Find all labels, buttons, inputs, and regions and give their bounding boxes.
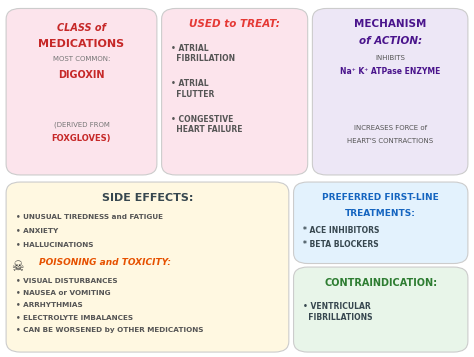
Text: INHIBITS: INHIBITS — [375, 55, 405, 61]
Text: • NAUSEA or VOMITING: • NAUSEA or VOMITING — [16, 290, 110, 296]
FancyBboxPatch shape — [312, 9, 468, 175]
Text: • ATRIAL
  FLUTTER: • ATRIAL FLUTTER — [171, 79, 214, 99]
Text: • CONGESTIVE
  HEART FAILURE: • CONGESTIVE HEART FAILURE — [171, 115, 243, 134]
Text: CLASS of: CLASS of — [57, 22, 106, 32]
Text: • ANXIETY: • ANXIETY — [16, 228, 58, 234]
Text: • ARRHYTHMIAS: • ARRHYTHMIAS — [16, 302, 82, 308]
Text: MECHANISM: MECHANISM — [354, 19, 426, 29]
Text: • VENTRICULAR
  FIBRILLATIONS: • VENTRICULAR FIBRILLATIONS — [303, 302, 373, 322]
FancyBboxPatch shape — [293, 182, 468, 263]
Text: (DERIVED FROM: (DERIVED FROM — [54, 122, 109, 128]
Text: • ATRIAL
  FIBRILLATION: • ATRIAL FIBRILLATION — [171, 44, 235, 63]
Text: PREFERRED FIRST-LINE: PREFERRED FIRST-LINE — [322, 193, 439, 202]
Text: CONTRAINDICATION:: CONTRAINDICATION: — [324, 278, 438, 288]
Text: MEDICATIONS: MEDICATIONS — [38, 39, 125, 49]
Text: of ACTION:: of ACTION: — [359, 36, 422, 46]
FancyBboxPatch shape — [293, 267, 468, 352]
Text: Na⁺ K⁺ ATPase ENZYME: Na⁺ K⁺ ATPase ENZYME — [340, 67, 440, 76]
Text: FOXGLOVES): FOXGLOVES) — [52, 134, 111, 143]
Text: * ACE INHIBITORS: * ACE INHIBITORS — [303, 226, 379, 235]
Text: HEART'S CONTRACTIONS: HEART'S CONTRACTIONS — [347, 138, 433, 144]
Text: * BETA BLOCKERS: * BETA BLOCKERS — [303, 241, 379, 250]
Text: MOST COMMON:: MOST COMMON: — [53, 56, 110, 62]
Text: • CAN BE WORSENED by OTHER MEDICATIONS: • CAN BE WORSENED by OTHER MEDICATIONS — [16, 327, 203, 333]
Text: • VISUAL DISTURBANCES: • VISUAL DISTURBANCES — [16, 278, 117, 284]
Text: SIDE EFFECTS:: SIDE EFFECTS: — [102, 193, 193, 203]
FancyBboxPatch shape — [6, 182, 289, 352]
Text: DIGOXIN: DIGOXIN — [58, 70, 105, 80]
FancyBboxPatch shape — [6, 9, 157, 175]
Text: TREATMENTS:: TREATMENTS: — [345, 208, 416, 218]
Text: ☠: ☠ — [11, 260, 23, 274]
Text: • UNUSUAL TIREDNESS and FATIGUE: • UNUSUAL TIREDNESS and FATIGUE — [16, 214, 163, 220]
Text: • HALLUCINATIONS: • HALLUCINATIONS — [16, 242, 93, 248]
Text: USED to TREAT:: USED to TREAT: — [189, 19, 280, 29]
Text: POISONING and TOXICITY:: POISONING and TOXICITY: — [39, 258, 171, 267]
Text: • ELECTROLYTE IMBALANCES: • ELECTROLYTE IMBALANCES — [16, 315, 133, 321]
Text: INCREASES FORCE of: INCREASES FORCE of — [354, 125, 427, 131]
FancyBboxPatch shape — [162, 9, 308, 175]
